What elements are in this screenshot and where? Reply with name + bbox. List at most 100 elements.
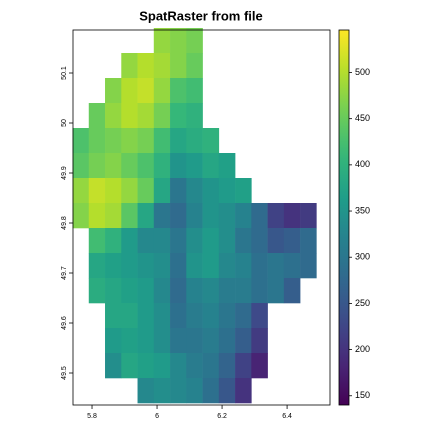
raster-cell [137,228,155,254]
raster-cell [235,353,252,379]
raster-cell [121,203,138,229]
raster-cell [153,303,171,329]
raster-cell [218,303,236,329]
raster-cell [218,153,236,179]
raster-cell [153,328,171,354]
x-tick-label: 6 [155,413,159,420]
raster-cell [72,178,90,204]
raster-cell [153,178,171,204]
raster-cell [251,228,268,254]
raster-cell [121,53,138,79]
raster-cell [137,178,155,204]
raster-cell [218,203,236,229]
raster-cell [218,278,236,304]
y-tick-label: 50.1 [61,66,68,80]
colorbar-tick-label: 250 [355,298,370,308]
raster-cell [186,153,203,179]
raster-cell [267,253,285,279]
raster-cell [137,78,155,104]
raster-cell [137,153,155,179]
colorbar-tick-label: 500 [355,67,370,77]
raster-cell [186,53,203,79]
y-tick-label: 49.7 [61,266,68,280]
raster-cell [202,203,220,229]
raster-cell [235,278,252,304]
raster-cell [153,103,171,129]
raster-cell [251,253,268,279]
raster-cell [170,278,187,304]
raster-cell [202,328,220,354]
raster-cell [170,53,187,79]
y-tick-label: 49.6 [61,316,68,330]
raster-cell [88,178,106,204]
raster-cell [153,353,171,379]
raster-cell [235,378,252,404]
raster-cell [153,378,171,404]
raster-cell [235,328,252,354]
raster-cell [202,178,220,204]
raster-cell [202,378,220,404]
raster-cell [186,103,203,129]
y-tick-label: 49.5 [61,366,68,380]
raster-cell [218,178,236,204]
raster-cell [170,303,187,329]
colorbar-tick-label: 350 [355,205,370,215]
x-tick-label: 6.4 [282,413,292,420]
raster-cell [251,353,268,379]
raster-cell [251,278,268,304]
raster-cell [218,328,236,354]
raster-cell [121,328,138,354]
raster-cell [202,153,220,179]
raster-cell [300,203,317,229]
raster-cell [186,353,203,379]
raster-cell [202,253,220,279]
raster-cell [88,153,106,179]
raster-cell [121,128,138,154]
raster-cell [153,78,171,104]
raster-cell [170,253,187,279]
colorbar-tick-label: 300 [355,252,370,262]
raster-cell [137,378,155,404]
raster-cell [283,228,301,254]
raster-cell [186,278,203,304]
raster-cell [170,28,187,54]
raster-cell [218,353,236,379]
raster-cell [170,103,187,129]
raster-cell [170,153,187,179]
raster-cell [121,228,138,254]
colorbar [338,29,350,406]
raster-cell [186,303,203,329]
raster-cell [170,178,187,204]
raster-cell [153,153,171,179]
raster-cell [202,353,220,379]
raster-cell [105,103,122,129]
raster-cell [153,128,171,154]
raster-cell [121,153,138,179]
raster-cell [105,253,122,279]
raster-cell [186,253,203,279]
raster-cell [88,128,106,154]
raster-cell [153,203,171,229]
raster-cell [153,253,171,279]
raster-cell [170,78,187,104]
raster-cell [121,303,138,329]
raster-cell [170,128,187,154]
raster-cell [170,228,187,254]
raster-cell [267,203,285,229]
raster-cell [202,128,220,154]
raster-cell [72,153,90,179]
raster-cell [137,353,155,379]
raster-cell [121,253,138,279]
raster-cell [186,228,203,254]
raster-cell [121,278,138,304]
raster-cell [186,328,203,354]
colorbar-tick-label: 400 [355,159,370,169]
raster-cell [153,278,171,304]
raster-cell [137,203,155,229]
raster-cell [251,303,268,329]
raster-cell [105,178,122,204]
raster-cell [153,53,171,79]
raster-cell [235,178,252,204]
